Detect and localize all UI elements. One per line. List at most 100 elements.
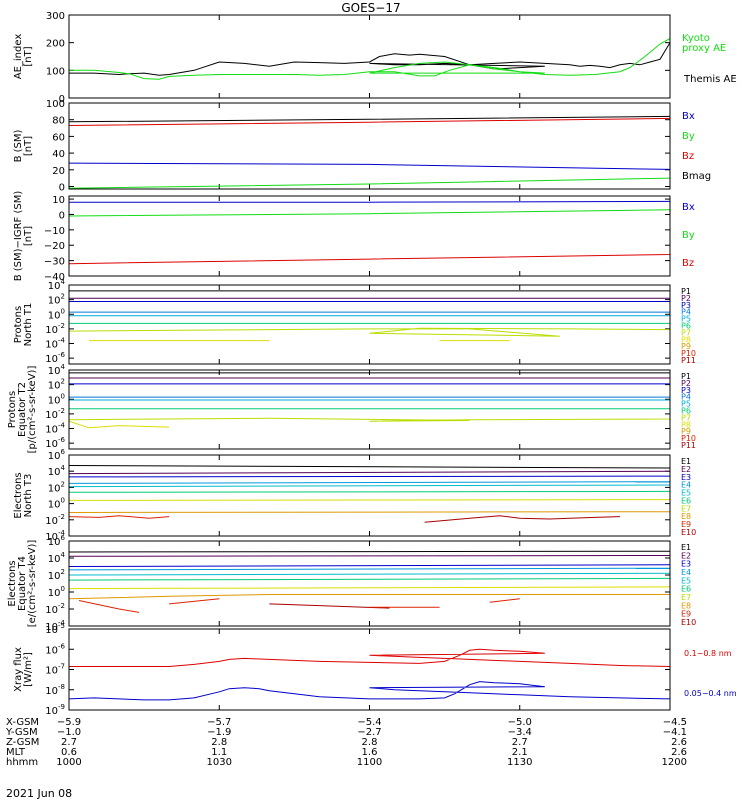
series-line (69, 177, 670, 189)
y-axis-label: North T3 (23, 474, 34, 518)
date-label: 2021 Jun 08 (6, 787, 72, 800)
x-axis-value: 2.8 (362, 737, 378, 748)
legend-label: E1 (681, 543, 691, 552)
plot-frame (68, 195, 671, 277)
panel-bigrf: −40 −30 −20 −10 0 10 B (SM)−IGRF (SM) [nT] Bx By B… (13, 191, 695, 283)
series-line (69, 586, 670, 590)
legend-label: P6 (681, 322, 691, 331)
y-tick-label: 106 (48, 448, 66, 462)
panel-bsm: 0 20 40 60 80 100 B (SM) [nT] Bx By Bz Bmag (13, 99, 711, 193)
series-line (69, 420, 170, 429)
plot-frame (68, 454, 671, 537)
legend-label: P11 (681, 441, 696, 450)
x-axis-value: 1100 (357, 757, 382, 768)
y-tick-label: −20 (44, 241, 65, 252)
x-axis-value: −5.4 (357, 717, 381, 728)
legend-label: Kyoto (682, 33, 710, 44)
y-tick-label: 40 (52, 149, 65, 160)
x-axis-value: 2.6 (671, 747, 687, 758)
y-tick-label: 300 (46, 11, 65, 22)
plot-frame (68, 369, 671, 450)
x-axis-value: −3.4 (508, 727, 532, 738)
x-axis-value: 1.1 (211, 747, 227, 758)
y-tick-label: 20 (52, 166, 65, 177)
x-axis-value: 2.7 (61, 737, 77, 748)
plot-frame (68, 102, 671, 190)
legend-label: E10 (681, 528, 696, 537)
x-axis-value: 1030 (207, 757, 232, 768)
y-axis-label: [nT] (23, 226, 34, 246)
series-line (69, 564, 670, 567)
legend-label: P5 (681, 315, 691, 324)
legend-label: E6 (681, 585, 691, 594)
series-group (69, 465, 670, 523)
legend-label: P1 (681, 372, 691, 381)
figure-title: GOES−17 (341, 1, 400, 15)
plot-frame (68, 540, 671, 627)
series-line (69, 117, 670, 126)
series-line (69, 115, 670, 123)
series-line (489, 598, 520, 603)
legend-label: P7 (681, 328, 691, 337)
y-tick-label: 10-4 (45, 422, 65, 436)
legend-label: P2 (681, 379, 691, 388)
x-axis-value: 0.6 (61, 747, 77, 758)
series-line (69, 648, 670, 669)
legend-label: E4 (681, 568, 691, 577)
legend-label: P1 (681, 287, 691, 296)
legend-label: P10 (681, 349, 696, 358)
y-tick-label: 10-2 (45, 322, 65, 336)
x-axis-value: −5.0 (508, 717, 532, 728)
legend-label: E7 (681, 504, 691, 513)
series-line (69, 594, 670, 600)
series-line (69, 572, 670, 576)
y-tick-label: 10-9 (45, 703, 65, 717)
x-axis-value: 1000 (56, 757, 81, 768)
y-axis-label: Protons (13, 306, 24, 343)
y-tick-label: 0 (59, 210, 65, 221)
legend-label: E5 (681, 576, 691, 585)
series-group (69, 290, 670, 342)
y-tick-label: 102 (48, 293, 65, 307)
y-axis-label: North T1 (23, 303, 34, 347)
x-axis-value: 2.1 (512, 747, 528, 758)
series-line (269, 603, 390, 609)
y-tick-label: 60 (52, 132, 65, 143)
series-line (69, 681, 670, 701)
plot-frame (68, 284, 671, 365)
legend-label: Bx (682, 111, 695, 122)
series-line (169, 598, 220, 605)
legend-label: 0.05−0.4 nm (684, 689, 737, 698)
y-tick-label: 104 (48, 278, 66, 292)
x-axis-value: 1130 (507, 757, 532, 768)
y-tick-label: 106 (48, 534, 66, 548)
legend-label: P3 (681, 301, 691, 310)
x-axis-value: −2.7 (357, 727, 381, 738)
legend-label: E3 (681, 560, 691, 569)
series-line (69, 567, 670, 571)
y-tick-label: 10-2 (45, 602, 65, 616)
x-axis-value: −4.5 (663, 717, 687, 728)
y-tick-label: 10-2 (45, 513, 65, 527)
series-line (69, 28, 670, 80)
x-axis-value: 1.6 (362, 747, 378, 758)
series-line (69, 490, 670, 493)
series-line (69, 555, 670, 557)
x-axis-row-label: MLT (6, 747, 26, 758)
legend-label: 0.1−0.8 nm (684, 649, 732, 658)
y-tick-label: 100 (48, 497, 65, 511)
legend-label: E2 (681, 551, 691, 560)
legend-label: Themis AE (683, 74, 737, 85)
legend-label: E3 (681, 473, 691, 482)
legend-label: P9 (681, 427, 691, 436)
y-tick-label: 10-2 (45, 407, 65, 421)
legend-label: E7 (681, 593, 691, 602)
x-axis-value: 2.6 (671, 737, 687, 748)
legend-label: By (682, 230, 695, 241)
series-group (69, 648, 670, 701)
legend-label: P6 (681, 407, 691, 416)
y-axis-label: Equator T4 (17, 556, 28, 611)
